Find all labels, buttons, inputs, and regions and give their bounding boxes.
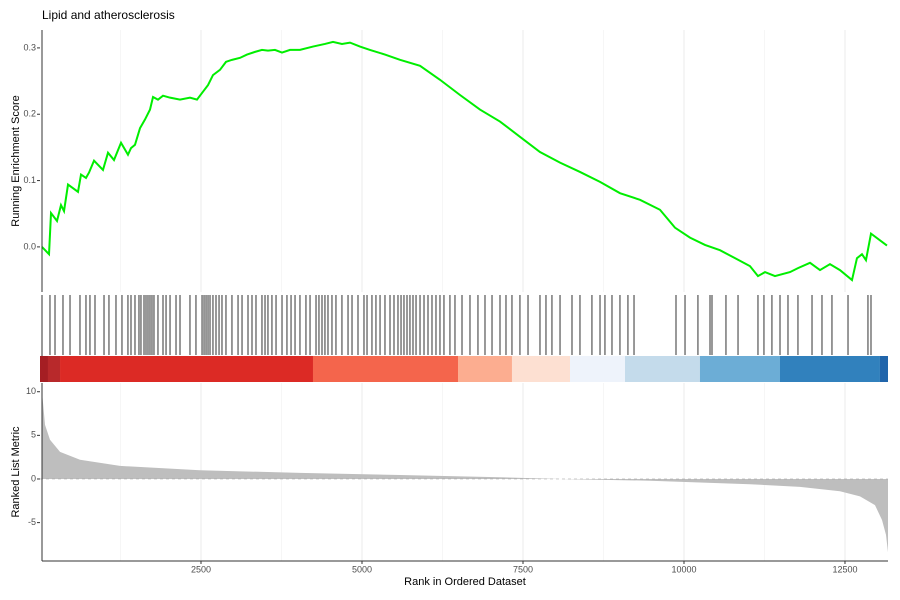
band-segment xyxy=(458,356,512,382)
y-tick-label: 0.0 xyxy=(23,241,36,251)
y-tick-label: 0 xyxy=(31,473,36,483)
x-axis-title: Rank in Ordered Dataset xyxy=(404,576,526,588)
band-segment xyxy=(511,356,570,382)
band-segment xyxy=(570,356,625,382)
y-tick-label: 0.3 xyxy=(23,42,36,52)
band-segment xyxy=(879,356,888,382)
x-tick-label: 5000 xyxy=(352,564,372,574)
band-segment xyxy=(312,356,459,382)
band-segment xyxy=(60,356,313,382)
band-segment xyxy=(624,356,700,382)
x-tick-label: 10000 xyxy=(671,564,696,574)
metric-area xyxy=(41,391,889,553)
band-segment xyxy=(780,356,880,382)
chart-title: Lipid and atherosclerosis xyxy=(42,8,175,22)
x-tick-label: 7500 xyxy=(513,564,533,574)
y-tick-label: -5 xyxy=(28,517,36,527)
y-tick-label: 5 xyxy=(31,430,36,440)
y-axis-title: Running Enrichment Score xyxy=(10,95,22,226)
y-tick-label: 0.1 xyxy=(23,175,36,185)
es-line xyxy=(41,40,888,282)
band-segment xyxy=(40,356,48,382)
y-axis-title: Ranked List Metric xyxy=(10,426,22,518)
x-tick-label: 2500 xyxy=(191,564,211,574)
band-segment xyxy=(47,356,61,382)
y-tick-label: 0.2 xyxy=(23,109,36,119)
band-segment xyxy=(699,356,781,382)
y-tick-label: 10 xyxy=(26,386,36,396)
x-tick-label: 12500 xyxy=(832,564,857,574)
